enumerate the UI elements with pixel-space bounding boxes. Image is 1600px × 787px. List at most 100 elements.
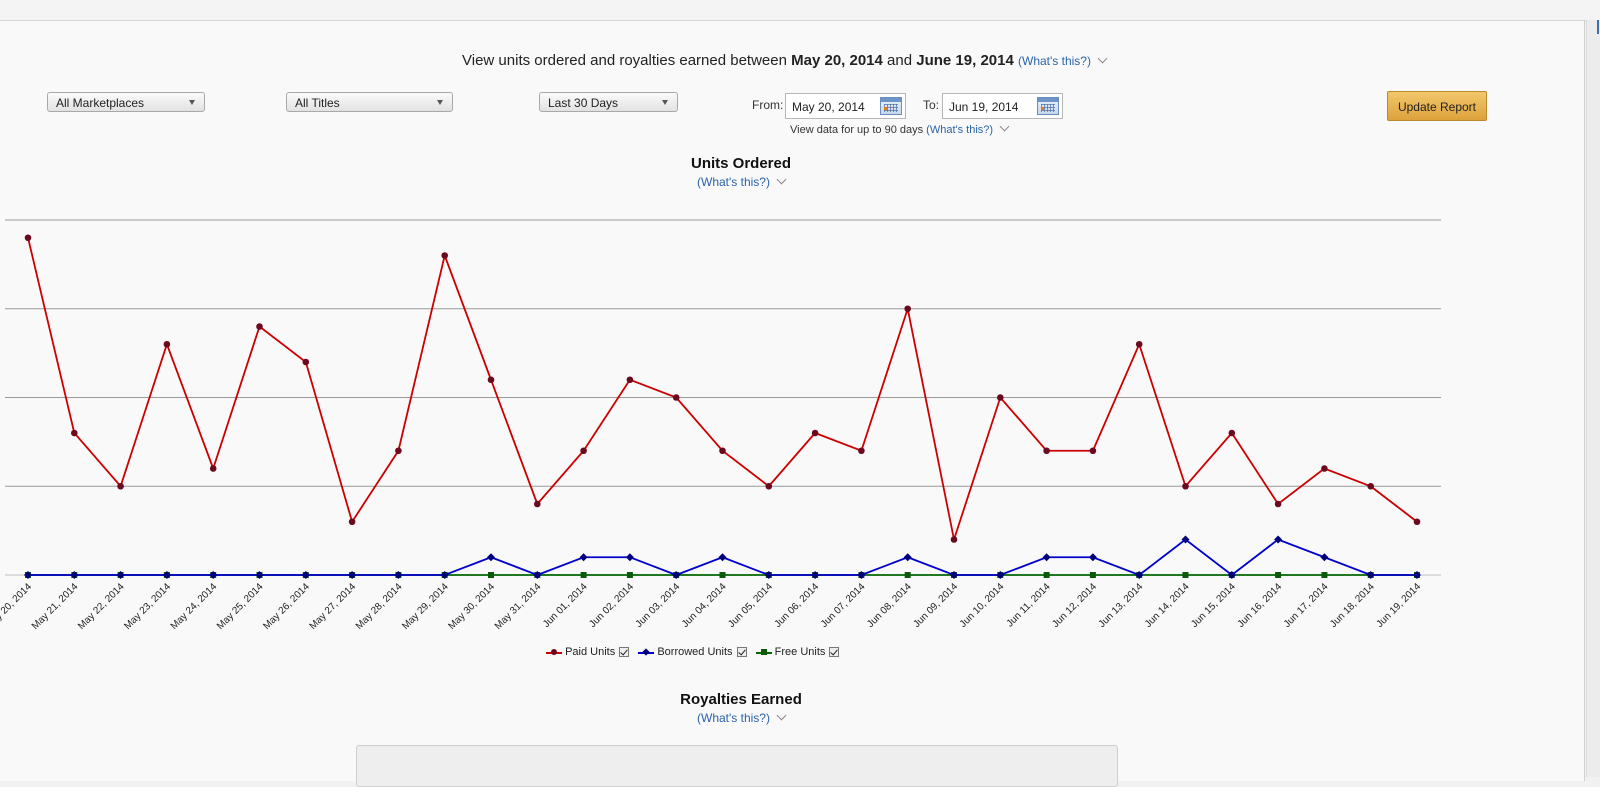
borrowed-point [487, 553, 495, 562]
borrowed-point [1227, 571, 1236, 579]
from-date-value: May 20, 2014 [792, 100, 865, 114]
free-point [1321, 572, 1328, 578]
borrowed-point [116, 571, 125, 579]
scrollbar-edge [1597, 20, 1599, 34]
legend-item-paid: Paid Units [546, 646, 630, 658]
free-point [1275, 572, 1282, 578]
free-point [580, 572, 587, 578]
paid-point [1043, 447, 1050, 455]
borrowed-point [1042, 553, 1051, 562]
paid-point [950, 536, 958, 543]
free-point [1089, 572, 1096, 578]
top-strip [0, 0, 1600, 21]
borrowed-point [625, 553, 634, 562]
borrowed-units-checkbox[interactable] [736, 647, 747, 658]
date-range-note: View data for up to 90 days (What's this… [790, 121, 1010, 136]
x-tick-label: Jun 04, 2014 [680, 581, 729, 630]
royalties-title: Royalties Earned [680, 691, 802, 708]
x-tick-label: Jun 15, 2014 [1189, 581, 1238, 630]
chevron-down-icon[interactable] [999, 121, 1010, 132]
from-date-field[interactable]: May 20, 2014 [785, 93, 906, 119]
x-tick-label: Jun 09, 2014 [911, 581, 960, 630]
chevron-down-icon[interactable] [776, 710, 787, 721]
to-date-field[interactable]: Jun 19, 2014 [942, 93, 1063, 119]
borrowed-point [996, 571, 1005, 579]
chevron-down-icon[interactable] [1097, 53, 1108, 64]
legend-item-borrowed: Borrowed Units [638, 646, 747, 658]
x-tick-label: Jun 11, 2014 [1005, 581, 1053, 629]
units-chart-title: Units Ordered [690, 155, 792, 172]
borrowed-point [1088, 553, 1097, 562]
paid-point [348, 518, 356, 526]
x-tick-label: May 21, 2014 [30, 581, 81, 632]
borrowed-point [672, 571, 681, 579]
paid-point [117, 482, 124, 490]
borrowed-point [70, 571, 79, 579]
paid-point [626, 376, 634, 384]
borrowed-point [950, 571, 958, 579]
free-point [488, 572, 494, 578]
paid-point [441, 252, 449, 259]
borrowed-point [1135, 571, 1144, 579]
calendar-icon[interactable] [880, 97, 902, 115]
paid-point [997, 394, 1004, 401]
legend-borrowed-swatch [638, 647, 655, 657]
paid-point [1228, 429, 1236, 437]
borrowed-point [1274, 535, 1283, 544]
chevron-down-icon[interactable] [776, 174, 787, 185]
paid-point [1089, 447, 1097, 455]
summary-whats-this-link[interactable]: (What's this?) [1018, 54, 1091, 68]
date-range-select[interactable]: Last 30 Days [539, 92, 678, 112]
legend-item-free: Free Units [755, 646, 840, 658]
borrowed-point [440, 571, 449, 579]
report-panel [0, 20, 1585, 781]
borrowed-point [764, 571, 773, 579]
marketplace-select[interactable]: All Marketplaces [47, 92, 205, 112]
paid-point [904, 305, 911, 313]
borrowed-point [209, 571, 218, 579]
page-scrollbar[interactable] [1586, 20, 1600, 777]
x-tick-label: Jun 14, 2014 [1143, 581, 1192, 630]
royalties-whats-this-link[interactable]: (What's this?) [697, 711, 770, 725]
note-whats-this-link[interactable]: (What's this?) [926, 124, 994, 136]
borrowed-point [162, 571, 171, 579]
units-chart-help: (What's this?) [0, 174, 1482, 189]
x-tick-label: May 22, 2014 [76, 581, 127, 632]
calendar-icon[interactable] [1037, 97, 1059, 115]
x-tick-label: May 24, 2014 [169, 581, 220, 632]
borrowed-point [1366, 571, 1375, 579]
royalties-chart-box [356, 745, 1118, 787]
paid-units-checkbox[interactable] [619, 647, 630, 658]
update-report-button[interactable]: Update Report [1387, 91, 1487, 121]
free-point [719, 572, 726, 578]
free-units-checkbox[interactable] [829, 647, 840, 658]
to-label: To: [923, 98, 940, 112]
x-tick-label: Jun 19, 2014 [1374, 581, 1423, 630]
units-whats-this-link[interactable]: (What's this?) [697, 175, 770, 189]
x-tick-label: Jun 07, 2014 [819, 581, 868, 630]
paid-point [811, 429, 819, 437]
borrowed-point [301, 571, 310, 579]
borrowed-point [24, 571, 32, 579]
dropdown-arrow-icon [437, 100, 443, 105]
free-point [904, 572, 911, 578]
paid-point [1182, 482, 1189, 490]
paid-point [302, 358, 310, 366]
from-label: From: [752, 98, 784, 112]
legend-free-label: Free Units [774, 646, 826, 658]
legend-paid-swatch [546, 647, 562, 657]
borrowed-point [857, 571, 866, 579]
borrowed-point [533, 571, 542, 579]
summary-prefix: View units ordered and royalties earned … [462, 52, 787, 69]
borrowed-point [1320, 553, 1329, 562]
titles-select-value: All Titles [295, 96, 340, 110]
dropdown-arrow-icon [189, 100, 195, 105]
x-tick-label: Jun 17, 2014 [1282, 581, 1331, 630]
x-tick-label: May 26, 2014 [261, 581, 312, 632]
x-tick-label: Jun 01, 2014 [541, 581, 590, 630]
free-point [626, 572, 633, 578]
x-tick-label: May 29, 2014 [400, 581, 451, 632]
x-tick-label: May 30, 2014 [446, 581, 497, 632]
titles-select[interactable]: All Titles [286, 92, 453, 112]
